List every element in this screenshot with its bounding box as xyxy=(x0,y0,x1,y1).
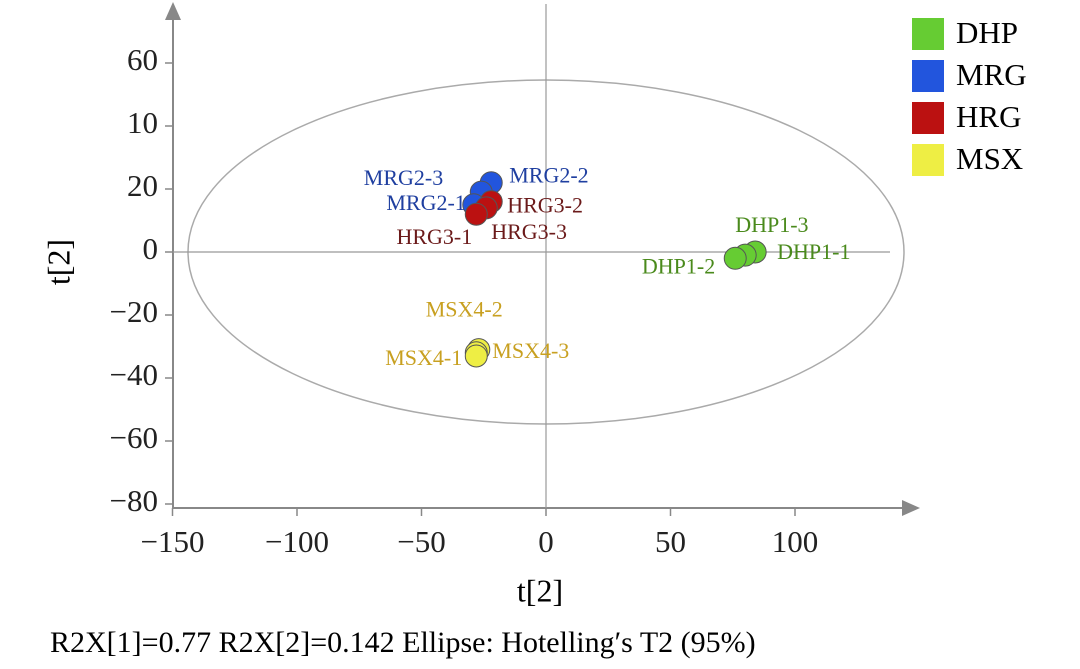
y-axis-title: t[2] xyxy=(40,239,76,285)
point-label: MSX4-2 xyxy=(426,297,503,322)
point-label: DHP1-3 xyxy=(735,212,808,237)
legend-swatch xyxy=(912,102,944,134)
point-label: DHP1-1 xyxy=(777,239,850,264)
x-axis-title: t[2] xyxy=(517,572,563,608)
y-tick-label: 20 xyxy=(127,168,158,203)
y-tick-label: −80 xyxy=(110,483,158,518)
legend-label: MSX xyxy=(956,141,1023,176)
point-label: MSX4-3 xyxy=(492,338,569,363)
legend-swatch xyxy=(912,144,944,176)
legend-label: DHP xyxy=(956,15,1018,50)
legend-swatch xyxy=(912,60,944,92)
legend-swatch xyxy=(912,18,944,50)
point-label: MRG2-3 xyxy=(364,165,443,190)
point xyxy=(723,246,747,270)
legend-label: MRG xyxy=(956,57,1027,92)
point-label: HRG3-3 xyxy=(491,219,567,244)
footer-note: R2X[1]=0.77 R2X[2]=0.142 Ellipse: Hotell… xyxy=(50,626,756,659)
x-tick-label: −50 xyxy=(397,524,445,559)
point xyxy=(464,202,488,226)
y-tick-label: −40 xyxy=(110,357,158,392)
point-label: MRG2-1 xyxy=(386,190,465,215)
x-axis-arrow xyxy=(902,500,920,516)
point-label: DHP1-2 xyxy=(642,253,715,278)
point xyxy=(464,344,488,368)
x-tick-label: 0 xyxy=(538,524,554,559)
point-label: MRG2-2 xyxy=(509,163,588,188)
legend-label: HRG xyxy=(956,99,1021,134)
y-tick-label: 10 xyxy=(127,105,158,140)
point-label: HRG3-1 xyxy=(396,224,472,249)
y-axis-arrow xyxy=(165,2,181,20)
y-tick-label: 60 xyxy=(127,42,158,77)
x-tick-label: 100 xyxy=(772,524,819,559)
x-tick-label: 50 xyxy=(655,524,686,559)
y-tick-label: −60 xyxy=(110,420,158,455)
y-tick-label: −20 xyxy=(110,294,158,329)
point-label: HRG3-2 xyxy=(507,193,583,218)
x-tick-label: −150 xyxy=(141,524,205,559)
x-tick-label: −100 xyxy=(265,524,329,559)
point-label: MSX4-1 xyxy=(385,345,462,370)
y-tick-label: 0 xyxy=(143,231,159,266)
